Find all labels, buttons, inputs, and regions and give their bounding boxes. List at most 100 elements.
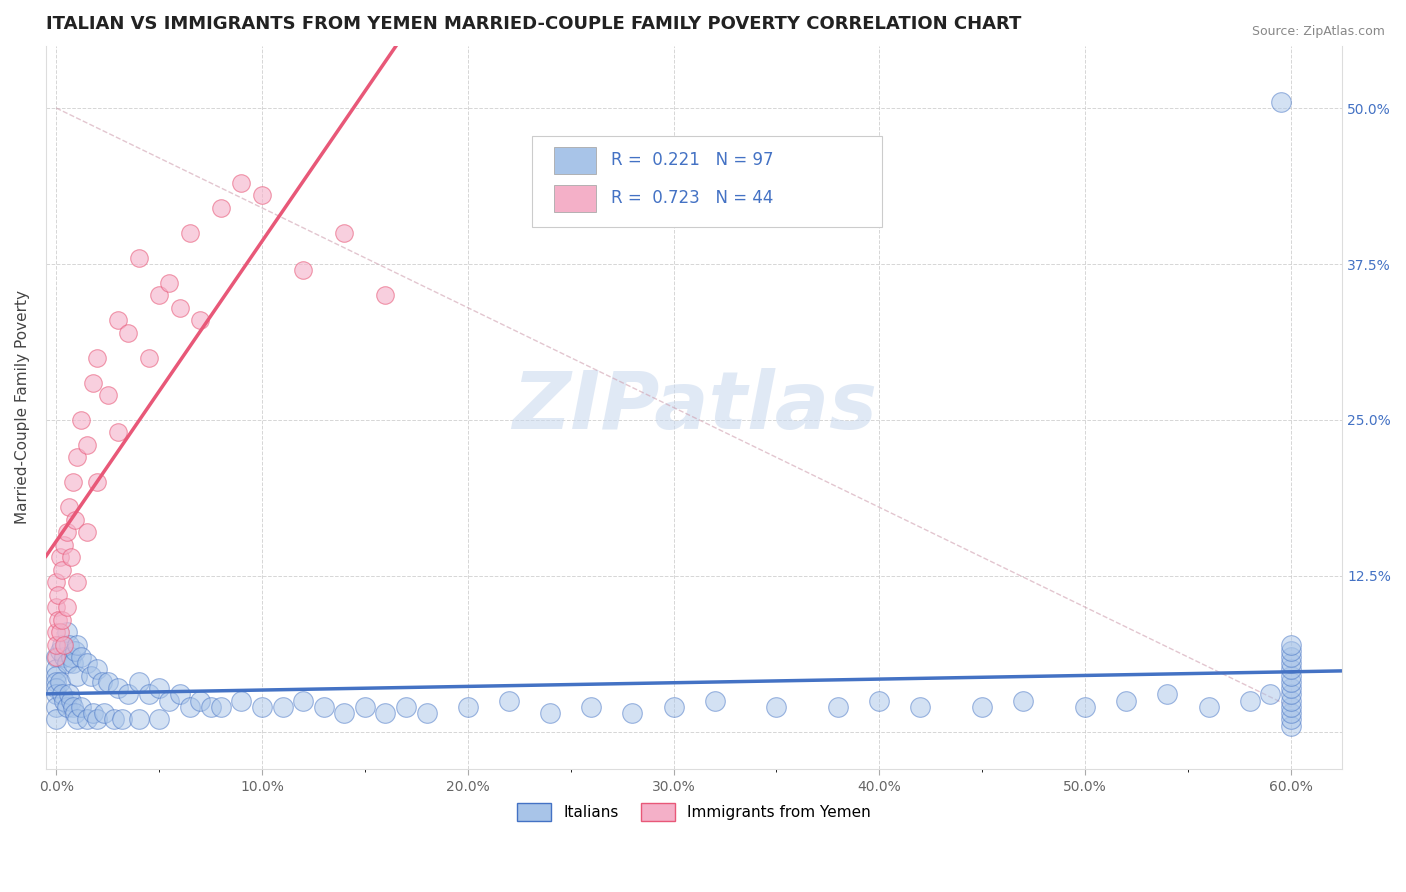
Point [117,688,139,702]
Point [703,694,725,708]
Point [1279,650,1302,665]
Text: Source: ZipAtlas.com: Source: ZipAtlas.com [1251,25,1385,38]
Point [538,706,561,721]
Point [128,251,150,265]
Point [58,688,80,702]
Point [55,600,77,615]
Point [209,700,232,714]
Point [159,694,181,708]
Point [45,681,67,696]
Point [76,657,98,671]
Point [111,712,134,726]
Point [49,675,72,690]
Point [107,313,129,327]
Point [86,475,108,490]
Point [1279,700,1302,714]
Point [354,700,377,714]
Point [53,538,76,552]
Point [66,638,89,652]
Point [1279,712,1302,726]
Point [62,475,84,490]
Point [188,313,211,327]
Point [128,675,150,690]
Point [148,712,170,726]
Point [66,450,89,465]
Point [86,712,108,726]
Point [169,301,191,315]
Point [53,694,76,708]
Point [868,694,890,708]
Point [51,563,73,577]
FancyBboxPatch shape [554,147,596,175]
Point [45,575,67,590]
Point [765,700,787,714]
Point [395,700,418,714]
Point [82,376,104,390]
Point [1279,644,1302,658]
Point [53,638,76,652]
Text: R =  0.221   N = 97: R = 0.221 N = 97 [612,151,773,169]
Point [1279,694,1302,708]
Point [1258,688,1281,702]
Point [910,700,932,714]
Point [179,226,201,240]
Point [1239,694,1261,708]
Point [46,613,69,627]
Point [231,694,253,708]
Point [82,706,104,721]
Point [1156,688,1178,702]
Point [1012,694,1035,708]
Point [45,675,67,690]
Point [70,650,93,665]
Y-axis label: Married-Couple Family Poverty: Married-Couple Family Poverty [15,291,30,524]
Point [70,700,93,714]
Point [169,688,191,702]
Point [45,600,67,615]
Point [1074,700,1097,714]
Point [51,613,73,627]
Point [62,657,84,671]
Point [63,706,86,721]
Point [250,188,273,202]
Point [49,550,72,565]
Point [49,625,72,640]
Point [1279,706,1302,721]
Text: R =  0.723   N = 44: R = 0.723 N = 44 [612,188,773,207]
Point [53,650,76,665]
Point [70,413,93,427]
Point [103,712,125,726]
Point [51,638,73,652]
Point [45,712,67,726]
Point [46,588,69,602]
Point [45,625,67,640]
Point [55,700,77,714]
Legend: Italians, Immigrants from Yemen: Italians, Immigrants from Yemen [512,797,877,827]
Point [1198,700,1220,714]
Point [159,276,181,290]
Point [415,706,437,721]
Point [271,700,294,714]
Point [1115,694,1137,708]
Point [76,525,98,540]
Point [66,712,89,726]
Point [86,663,108,677]
Point [55,525,77,540]
Point [117,326,139,340]
Point [179,700,201,714]
Point [148,681,170,696]
Text: ZIPatlas: ZIPatlas [512,368,876,447]
Point [58,638,80,652]
Point [1279,638,1302,652]
Point [66,575,89,590]
Point [138,688,160,702]
Point [457,700,479,714]
Point [128,712,150,726]
Point [250,700,273,714]
Point [45,638,67,652]
Point [292,694,315,708]
Point [138,351,160,365]
Point [827,700,849,714]
Point [1279,675,1302,690]
Point [66,669,89,683]
Point [63,513,86,527]
